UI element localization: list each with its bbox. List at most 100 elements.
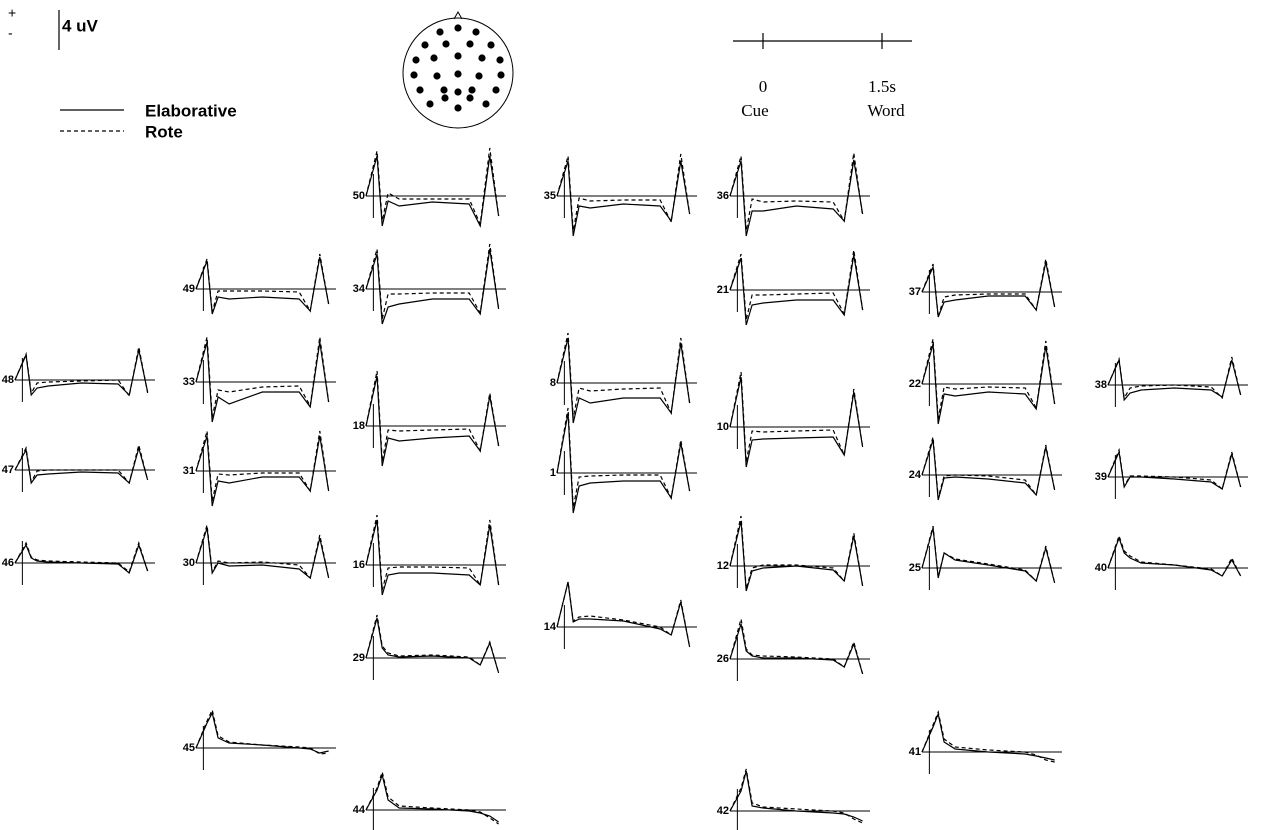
electrode-dot — [475, 72, 482, 79]
channel-panel: 30 — [183, 525, 336, 585]
electrode-dot — [472, 28, 479, 35]
waveform — [366, 376, 499, 466]
waveform — [196, 713, 329, 753]
channel-label: 34 — [353, 283, 366, 295]
waveform — [730, 516, 863, 589]
channel-panel: 42 — [717, 769, 870, 830]
waveform — [557, 408, 690, 508]
time-scale — [733, 33, 912, 49]
waveform — [922, 528, 1055, 583]
electrode-dot — [492, 86, 499, 93]
channel-panel: 14 — [544, 582, 697, 649]
electrode-dot — [426, 100, 433, 107]
electrode-dot — [410, 71, 417, 78]
waveform — [730, 160, 863, 236]
channel-panel: 21 — [717, 250, 870, 325]
channel-label: 48 — [2, 374, 14, 386]
electrode-dot — [454, 88, 461, 95]
waveform — [366, 515, 499, 590]
channel-panel: 46 — [2, 541, 155, 585]
waveform — [730, 377, 863, 467]
electrode-dot — [412, 56, 419, 63]
minus-label: - — [8, 25, 13, 41]
waveform — [15, 543, 148, 572]
waveform — [1108, 452, 1241, 489]
channel-label: 38 — [1095, 379, 1107, 391]
electrode-dot — [487, 41, 494, 48]
channel-panel: 26 — [717, 619, 870, 681]
channel-label: 39 — [1095, 471, 1107, 483]
legend-label: Elaborative — [145, 101, 237, 120]
channel-label: 25 — [909, 562, 921, 574]
channel-panel: 22 — [909, 339, 1062, 424]
channel-panel: 47 — [2, 445, 155, 492]
electrode-dot — [454, 52, 461, 59]
electrode-dot — [442, 40, 449, 47]
channel-panel: 12 — [717, 516, 870, 591]
waveform — [196, 257, 329, 314]
channel-label: 30 — [183, 557, 195, 569]
channel-label: 50 — [353, 190, 365, 202]
channel-label: 10 — [717, 421, 729, 433]
waveform — [557, 161, 690, 236]
channel-panel: 37 — [909, 259, 1062, 317]
waveform — [366, 615, 499, 673]
channel-panel: 16 — [353, 515, 506, 595]
waveform — [557, 582, 690, 647]
channel-label: 18 — [353, 420, 365, 432]
waveform — [922, 437, 1055, 498]
time-label: 0 — [759, 77, 768, 96]
electrode-dot — [440, 86, 447, 93]
waveform — [366, 156, 499, 226]
channel-label: 47 — [2, 464, 14, 476]
electrode-dot — [454, 70, 461, 77]
channel-label: 46 — [2, 557, 14, 569]
waveform — [15, 448, 148, 483]
waveform — [15, 545, 148, 573]
channel-panel: 40 — [1095, 536, 1248, 590]
waveform — [196, 528, 329, 578]
electrode-dot — [497, 71, 504, 78]
waveform — [196, 525, 329, 578]
waveform — [557, 338, 690, 423]
channel-label: 21 — [717, 284, 729, 296]
channel-label: 44 — [353, 804, 366, 816]
channel-panel: 33 — [183, 337, 336, 422]
plus-label: + — [8, 5, 16, 21]
electrode-dot — [436, 28, 443, 35]
electrode-dot — [482, 100, 489, 107]
channel-label: 29 — [353, 652, 365, 664]
channel-label: 36 — [717, 190, 729, 202]
channel-panel: 1 — [550, 408, 697, 513]
electrode-dot — [454, 104, 461, 111]
waveform — [1108, 360, 1241, 400]
channel-panel: 10 — [717, 372, 870, 467]
channel-label: 26 — [717, 653, 729, 665]
waveform — [922, 440, 1055, 500]
electrode-dot — [496, 56, 503, 63]
channel-panel: 24 — [909, 437, 1062, 500]
waveform — [1108, 357, 1241, 398]
scale-label: 4 uV — [62, 16, 99, 35]
channel-panel: 39 — [1095, 450, 1248, 499]
channel-panel: 44 — [353, 772, 506, 830]
waveform — [922, 712, 1055, 762]
waveform — [1108, 538, 1241, 576]
channel-panel: 8 — [550, 333, 697, 423]
electrode-dot — [466, 40, 473, 47]
waveform — [196, 710, 329, 754]
event-label: Cue — [741, 101, 768, 120]
legend-label: Rote — [145, 122, 183, 141]
waveform — [15, 347, 148, 396]
channel-label: 31 — [183, 465, 195, 477]
channel-panel: 48 — [2, 347, 155, 402]
channel-panel: 50 — [353, 148, 506, 226]
erp-figure: + - 4 uV 0 1.5s Cue Word ElaborativeRote… — [0, 0, 1264, 830]
waveform — [922, 714, 1055, 760]
channel-label: 35 — [544, 190, 556, 202]
channel-panel: 38 — [1095, 357, 1248, 407]
channel-label: 40 — [1095, 562, 1107, 574]
channel-label: 37 — [909, 286, 921, 298]
channel-label: 22 — [909, 378, 921, 390]
waveform — [730, 624, 863, 674]
